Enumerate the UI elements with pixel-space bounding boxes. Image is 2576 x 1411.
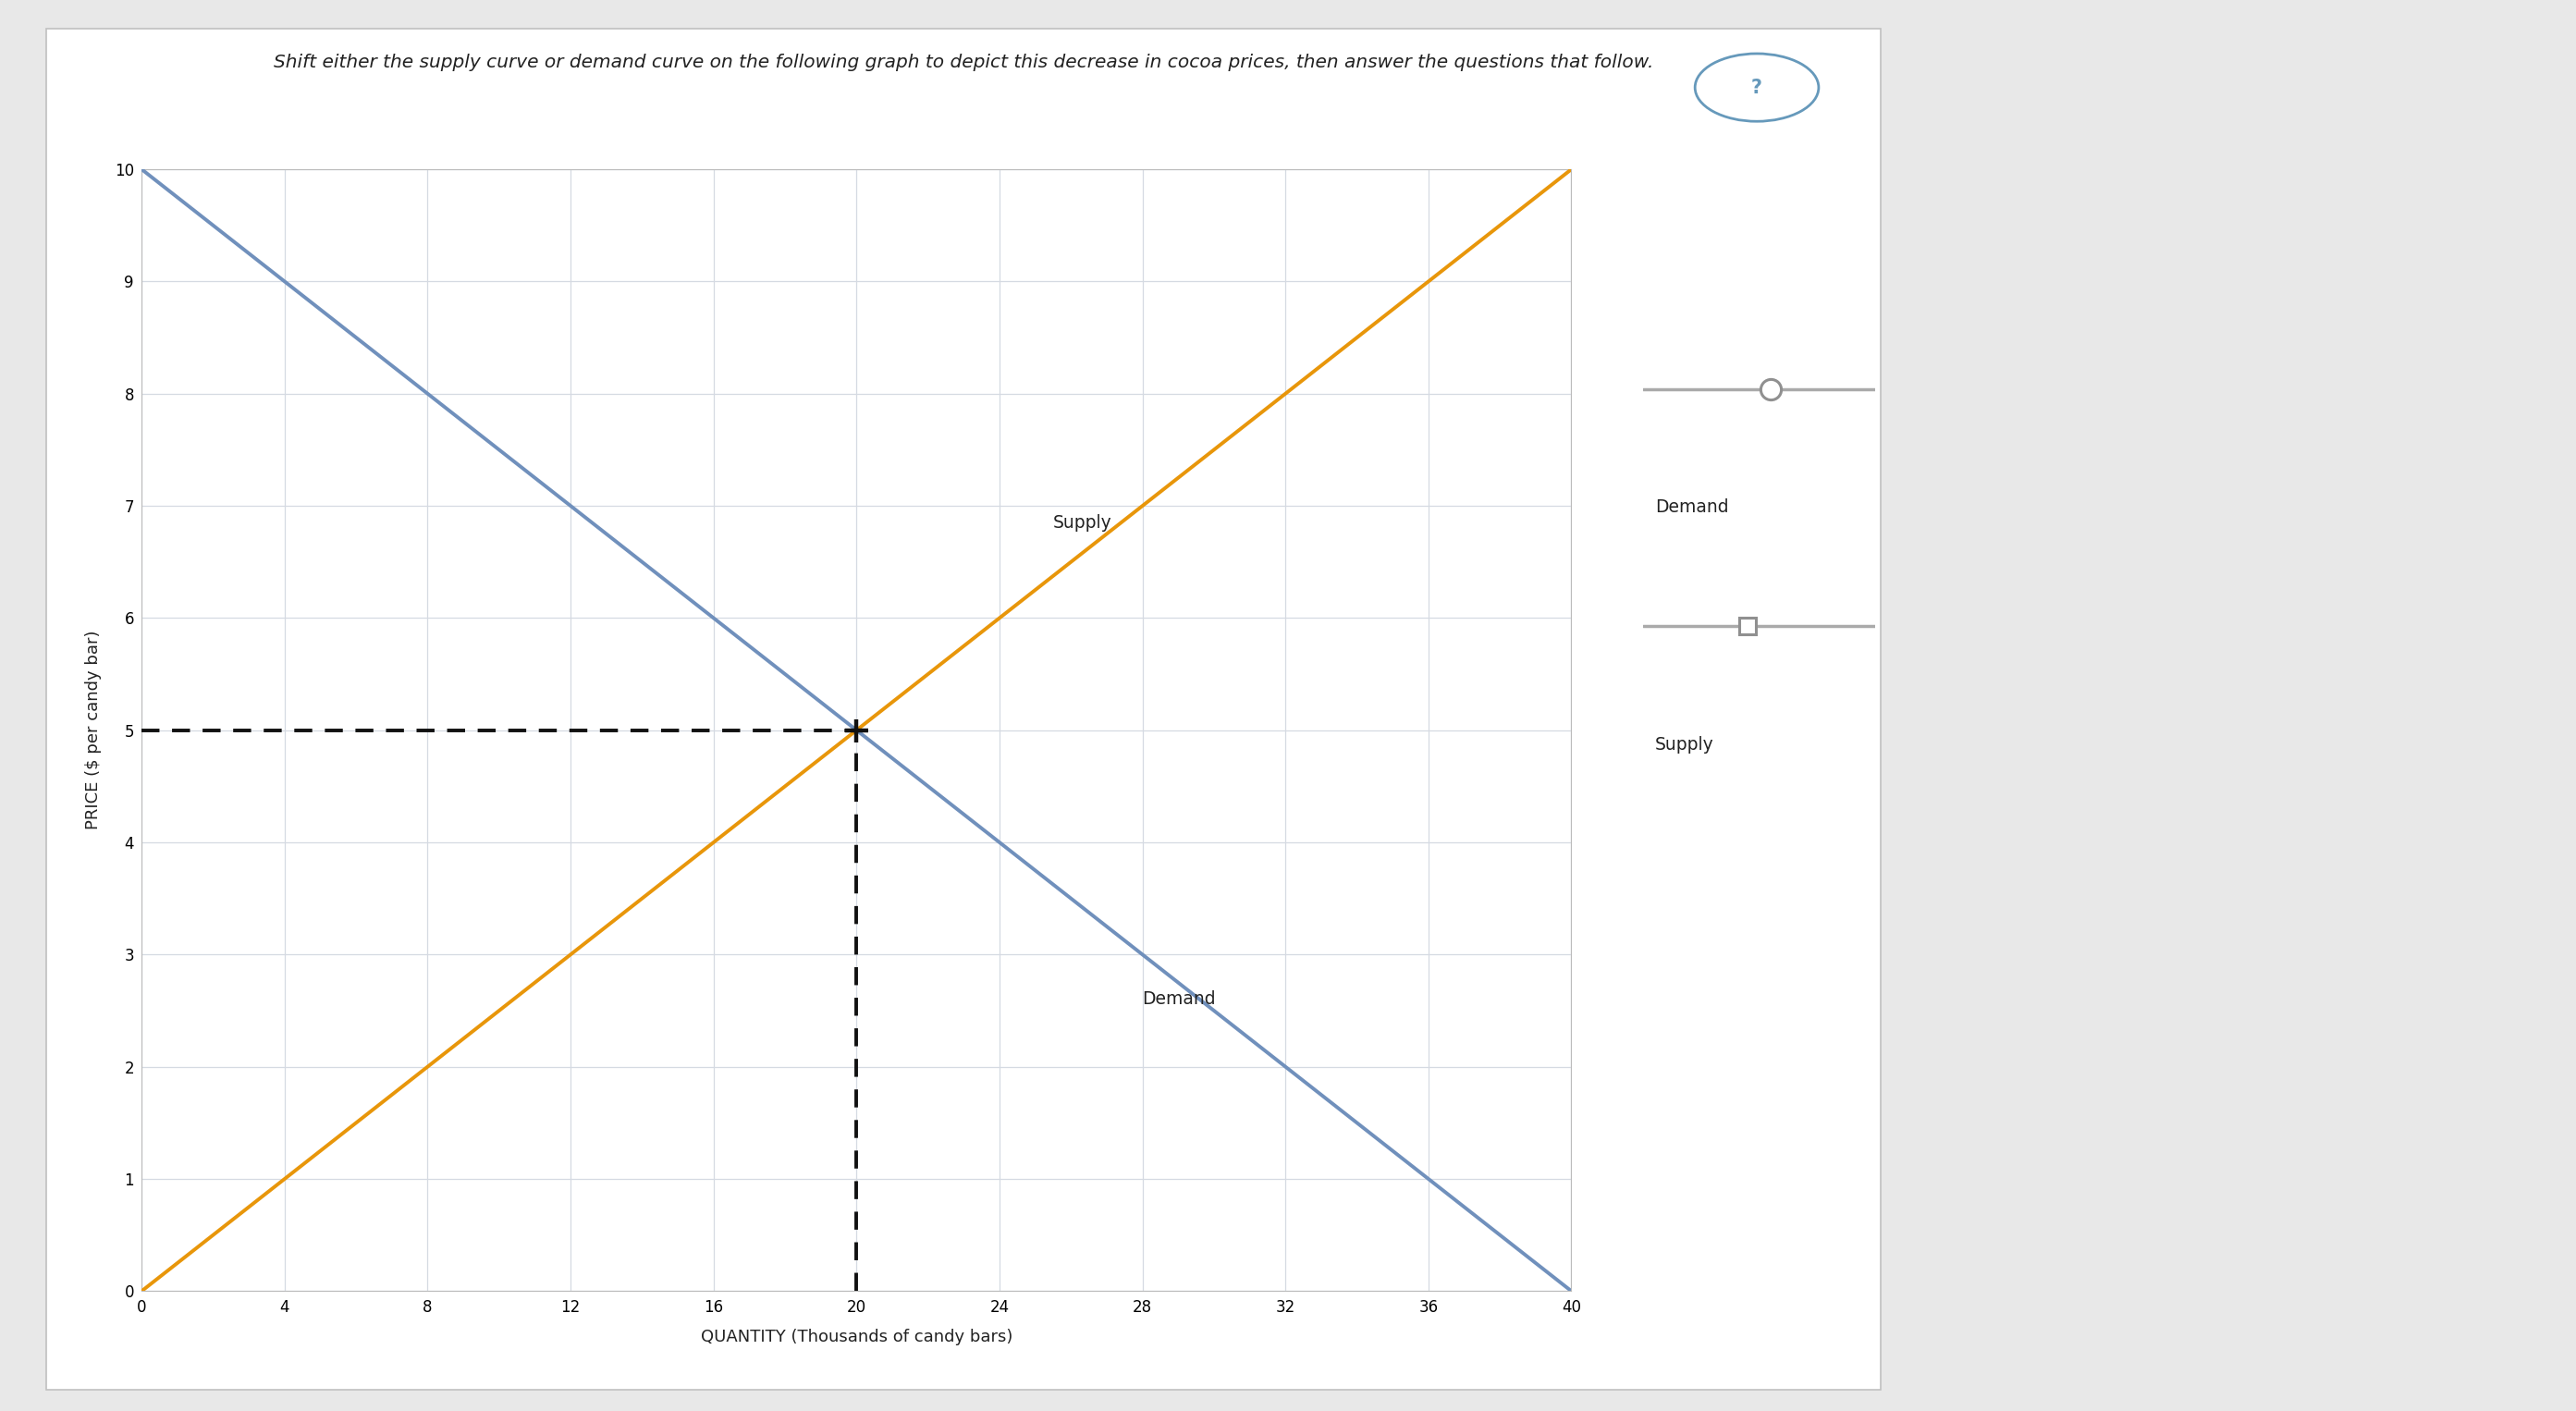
Text: ?: ?	[1752, 78, 1762, 97]
Text: Demand: Demand	[1656, 498, 1728, 516]
Text: Shift either the supply curve or demand curve on the following graph to depict t: Shift either the supply curve or demand …	[273, 54, 1654, 71]
Text: Supply: Supply	[1656, 735, 1713, 753]
FancyBboxPatch shape	[46, 28, 1880, 1390]
Text: Demand: Demand	[1144, 991, 1216, 1009]
Y-axis label: PRICE ($ per candy bar): PRICE ($ per candy bar)	[85, 631, 100, 830]
Text: Supply: Supply	[1054, 514, 1113, 532]
X-axis label: QUANTITY (Thousands of candy bars): QUANTITY (Thousands of candy bars)	[701, 1328, 1012, 1345]
Circle shape	[1695, 54, 1819, 121]
